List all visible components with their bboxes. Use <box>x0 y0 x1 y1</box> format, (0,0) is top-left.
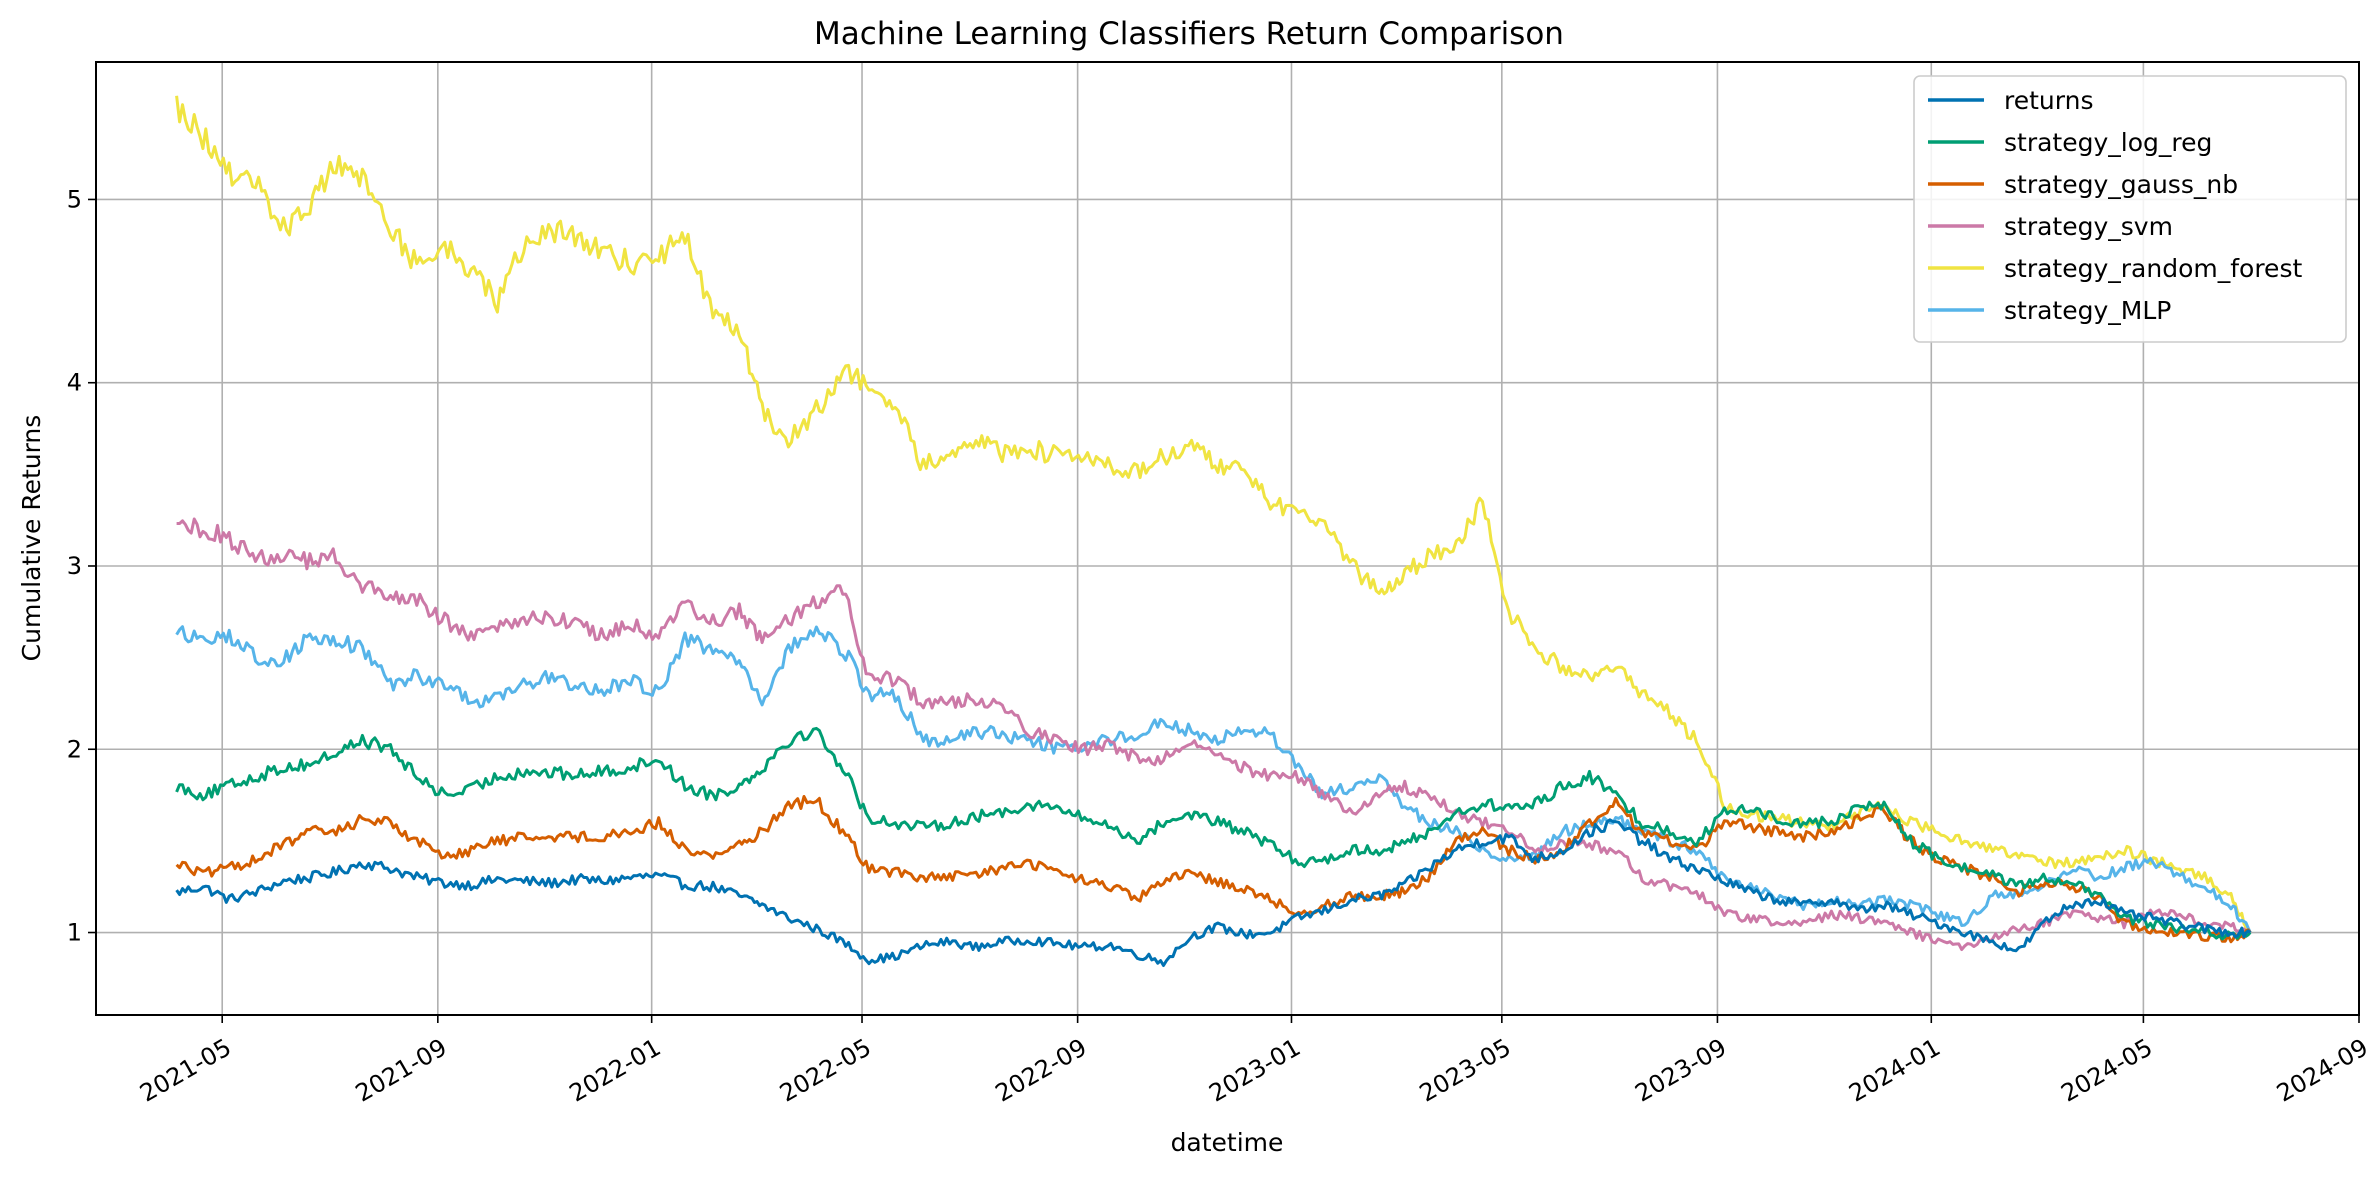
y-tick-label: 5 <box>67 185 82 213</box>
series-line-strategy_svm <box>176 517 2251 951</box>
plot-frame <box>95 61 2360 1016</box>
legend-label: returns <box>2004 86 2093 115</box>
legend-box <box>1913 75 2347 343</box>
x-axis-label: datetime <box>1171 1128 1284 1157</box>
y-tick-label: 2 <box>67 735 82 763</box>
legend-label: strategy_random_forest <box>2004 254 2302 283</box>
legend-label: strategy_svm <box>2004 212 2173 241</box>
series-line-strategy_log_reg <box>175 726 2252 941</box>
y-tick-label: 3 <box>67 552 82 580</box>
legend: returns strategy_log_reg strategy_gauss_nb… <box>1913 75 2347 343</box>
legend-label: strategy_MLP <box>2004 296 2171 325</box>
legend-label: strategy_gauss_nb <box>2004 170 2238 199</box>
series-line-strategy_random_forest <box>175 95 2251 935</box>
chart-title: Machine Learning Classifiers Return Comp… <box>814 16 1564 52</box>
series-line-returns <box>175 818 2252 967</box>
series-line-strategy_MLP <box>175 625 2252 934</box>
y-tick-label: 4 <box>67 369 82 397</box>
legend-label: strategy_log_reg <box>2004 128 2212 157</box>
y-tick-label: 1 <box>67 919 82 947</box>
y-axis: 1 2 3 4 5 <box>67 185 96 947</box>
series-group <box>175 95 2252 967</box>
y-axis-label: Cumulative Returns <box>17 415 46 662</box>
